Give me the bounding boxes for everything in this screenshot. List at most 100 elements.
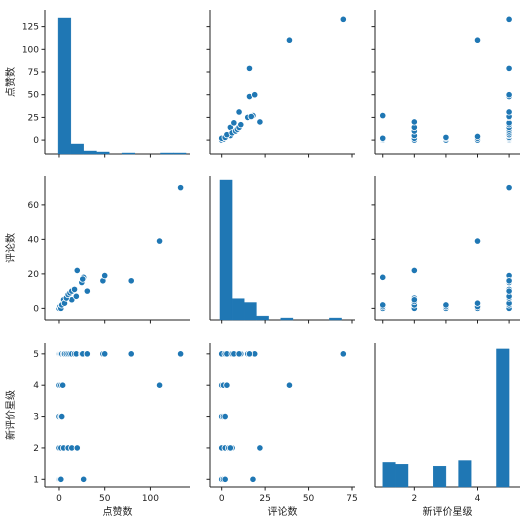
scatter-point	[73, 444, 81, 452]
panel-0-2	[371, 10, 520, 158]
scatter-point	[59, 381, 67, 389]
scatter-point	[379, 301, 387, 309]
scatter-point	[256, 444, 264, 452]
y-axis-label: 评论数	[4, 233, 17, 263]
scatter-point	[339, 15, 347, 23]
y-tick-label: 2	[33, 444, 39, 454]
y-tick-label: 125	[22, 23, 39, 33]
scatter-point	[285, 36, 294, 44]
y-tick-label: 20	[28, 270, 40, 280]
hist-bar	[160, 152, 174, 155]
scatter-point	[285, 381, 294, 389]
scatter-point	[155, 237, 164, 245]
scatter-point	[505, 277, 513, 285]
x-tick-label: 0	[56, 494, 62, 504]
x-tick-label: 0	[219, 494, 225, 504]
scatter-point	[249, 475, 257, 483]
scatter-point	[256, 118, 264, 126]
scatter-point	[235, 108, 243, 116]
scatter-point	[245, 64, 254, 72]
scatter-point	[73, 266, 81, 275]
scatter-point	[80, 475, 88, 483]
x-axis-label: 点赞数	[103, 505, 133, 518]
scatter-point	[176, 350, 185, 358]
y-tick-label: 75	[28, 68, 39, 78]
scatter-point	[505, 91, 513, 99]
scatter-point	[223, 381, 231, 389]
hist-bar	[329, 317, 342, 321]
scatter-point	[505, 184, 513, 192]
scatter-point	[505, 108, 513, 116]
hist-bar	[382, 462, 396, 488]
y-tick-label: 0	[33, 304, 39, 314]
scatter-point	[237, 121, 245, 129]
scatter-point	[339, 350, 347, 358]
x-axis-label: 新评价星级	[423, 505, 473, 518]
scatter-point	[127, 350, 135, 358]
scatter-point	[473, 36, 482, 44]
hist-bar	[496, 348, 510, 488]
scatter-point	[79, 275, 87, 283]
panel-1-0: 0 20 40 60	[28, 176, 190, 324]
panel-2-0: 0 50 100 1 2 3 4 5	[33, 343, 190, 504]
scatter-point	[83, 350, 91, 358]
scatter-point	[410, 296, 418, 304]
hist-bar	[57, 17, 72, 155]
panel-0-1	[206, 10, 355, 158]
x-tick-label: 2	[411, 494, 417, 504]
scatter-point	[245, 350, 254, 358]
panel-2-1: 0 25 50 75	[206, 343, 358, 504]
hist-bar	[244, 302, 257, 321]
scatter-point	[127, 277, 135, 285]
y-axis-label: 点赞数	[4, 67, 17, 97]
hist-bar	[395, 464, 409, 488]
scatter-point	[221, 475, 229, 483]
scatter-point	[251, 91, 259, 99]
scatter-point	[70, 285, 79, 293]
x-tick-label: 100	[142, 494, 159, 504]
hist-bar	[280, 317, 294, 321]
scatter-point	[410, 118, 418, 126]
hist-bar	[173, 152, 187, 155]
panel-1-1	[209, 176, 355, 324]
scatter-point	[72, 292, 80, 300]
scatter-point	[442, 301, 450, 309]
scatter-point	[505, 287, 513, 295]
scatter-point	[442, 133, 450, 141]
x-axis-label: 评论数	[268, 505, 298, 518]
x-tick-label: 50	[99, 494, 111, 504]
hist-bar	[219, 179, 233, 321]
scatter-point	[410, 266, 418, 275]
scatter-point	[101, 350, 109, 358]
x-tick-label: 75	[346, 494, 357, 504]
hist-bar	[121, 152, 136, 155]
scatter-point	[176, 184, 185, 192]
x-tick-label: 4	[475, 494, 481, 504]
scatter-point	[379, 134, 387, 142]
scatter-point	[505, 64, 513, 72]
y-tick-label: 4	[33, 381, 39, 391]
y-tick-label: 50	[28, 91, 40, 101]
hist-bar	[256, 315, 269, 321]
y-tick-label: 25	[28, 113, 39, 123]
y-tick-label: 40	[28, 235, 40, 245]
hist-bar	[458, 460, 472, 488]
scatter-point	[230, 119, 238, 127]
scatter-point	[155, 381, 164, 389]
hist-bar	[433, 465, 447, 488]
scatter-point	[83, 287, 91, 295]
scatter-point	[473, 132, 482, 141]
panel-0-0: 0 25 50 75 100 125	[22, 10, 190, 158]
scatter-point	[57, 475, 65, 483]
y-tick-label: 60	[28, 201, 40, 211]
y-tick-label: 3	[33, 413, 39, 423]
scatter-point	[226, 444, 234, 452]
scatter-point	[473, 237, 482, 245]
y-tick-label: 0	[33, 136, 39, 146]
scatter-point	[235, 350, 243, 358]
scatter-point	[379, 111, 387, 120]
hist-bar	[96, 151, 110, 155]
y-tick-label: 1	[33, 475, 39, 485]
y-tick-label: 100	[22, 45, 39, 55]
